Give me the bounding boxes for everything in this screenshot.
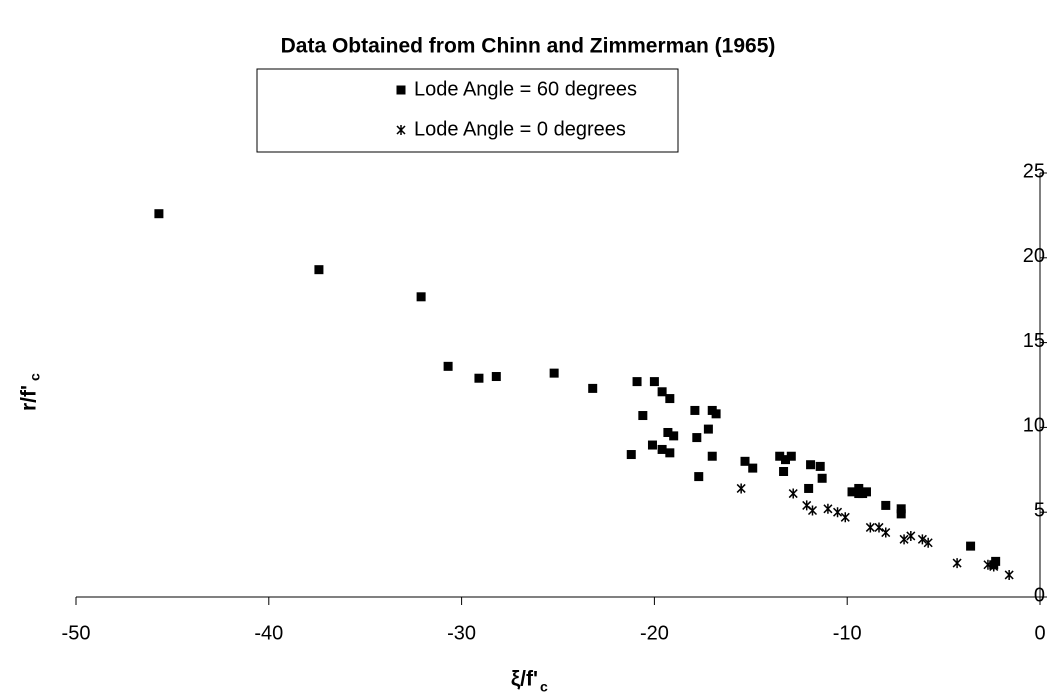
point	[665, 448, 675, 458]
point	[807, 505, 818, 516]
y-tick-label: 10	[1023, 415, 1045, 437]
point	[840, 512, 850, 523]
point	[966, 541, 976, 551]
x-tick-label: -30	[447, 622, 476, 644]
point	[781, 455, 791, 465]
point	[854, 483, 864, 493]
point	[823, 503, 833, 514]
point	[154, 209, 164, 219]
point	[665, 394, 675, 404]
point	[786, 451, 796, 461]
point	[865, 522, 875, 533]
point	[491, 372, 501, 382]
point	[443, 361, 453, 371]
y-tick-label: 25	[1023, 160, 1045, 182]
point	[802, 500, 812, 511]
point	[669, 431, 679, 441]
y-tick-label: 15	[1023, 330, 1045, 352]
point	[861, 487, 871, 497]
point	[416, 292, 426, 302]
point	[549, 368, 559, 378]
x-tick-label: 0	[1034, 622, 1045, 644]
legend-marker	[396, 85, 406, 95]
point	[1004, 569, 1014, 580]
point	[692, 433, 702, 443]
point	[881, 527, 891, 538]
point	[989, 561, 999, 572]
x-tick-label: -50	[62, 622, 91, 644]
point	[804, 483, 814, 493]
y-tick-label: 5	[1034, 499, 1045, 521]
point	[847, 487, 857, 497]
point	[740, 456, 750, 466]
point	[899, 534, 909, 545]
point	[896, 509, 906, 519]
x-tick-label: -20	[640, 622, 669, 644]
y-tick-label: 20	[1023, 245, 1045, 267]
point	[314, 265, 324, 275]
point	[817, 473, 827, 483]
point	[896, 504, 906, 514]
x-axis-label-sub: c	[540, 679, 548, 695]
point	[917, 534, 927, 545]
point	[474, 373, 484, 383]
point	[788, 488, 798, 499]
legend-marker	[396, 125, 406, 135]
x-axis-label: ξ/f'	[511, 668, 538, 691]
legend-box	[256, 68, 679, 153]
point	[874, 522, 884, 533]
point	[657, 387, 667, 397]
y-axis-label-group: r/f' c	[18, 373, 43, 411]
point	[657, 444, 667, 454]
point	[736, 483, 746, 494]
point	[711, 409, 721, 419]
legend-label: Lode Angle = 0 degrees	[414, 118, 626, 140]
point	[833, 507, 843, 518]
point	[649, 377, 659, 387]
legend-label: Lode Angle = 60 degrees	[414, 78, 637, 100]
y-axis-label: r/f'	[18, 385, 41, 411]
y-tick-label: 0	[1034, 584, 1045, 606]
x-tick-label: -10	[833, 622, 862, 644]
point	[663, 427, 673, 437]
point	[779, 466, 789, 476]
y-axis-label-sub: c	[27, 373, 43, 381]
point	[983, 559, 993, 570]
point	[703, 424, 713, 434]
point	[690, 405, 700, 415]
point	[923, 537, 933, 548]
point	[775, 451, 785, 461]
point	[588, 383, 598, 393]
point	[647, 440, 657, 450]
point	[707, 451, 717, 461]
point	[632, 377, 642, 387]
point	[815, 461, 825, 471]
x-tick-label: -40	[254, 622, 283, 644]
point	[694, 472, 704, 482]
chart-title: Data Obtained from Chinn and Zimmerman (…	[281, 35, 776, 58]
point	[748, 463, 758, 473]
point	[906, 530, 916, 541]
point	[952, 558, 962, 569]
point	[626, 450, 636, 460]
point	[806, 460, 816, 470]
point	[638, 411, 648, 421]
point	[881, 500, 891, 510]
